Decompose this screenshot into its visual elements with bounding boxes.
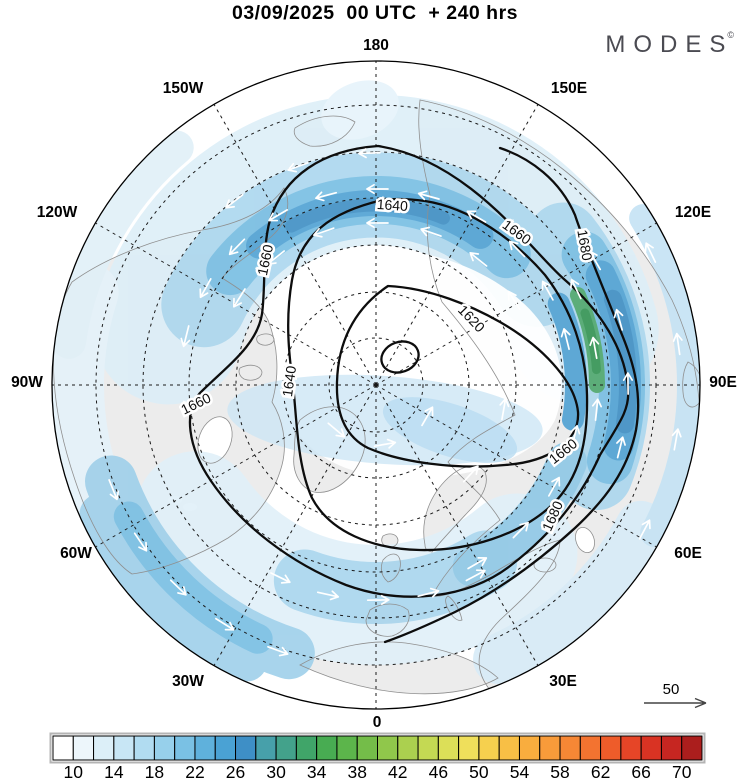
colorbar-cell <box>681 735 703 761</box>
colorbar-frame <box>49 732 706 764</box>
colorbar-tick-label: 18 <box>145 762 164 782</box>
colorbar-tick-label: 42 <box>388 762 407 782</box>
shading-band <box>629 204 700 547</box>
wind-reference-arrow-icon <box>644 697 707 709</box>
colorbar-cell <box>235 735 257 761</box>
page-title: 03/09/2025 00 UTC + 240 hrs <box>231 2 519 24</box>
coastlines <box>53 99 700 695</box>
colorbar-cell <box>316 735 338 761</box>
ring-label-0: 0 <box>373 714 382 731</box>
colorbar-tick-label: 26 <box>226 762 245 782</box>
shading-band <box>79 493 268 682</box>
colorbar-tick-label: 50 <box>469 762 489 782</box>
wind-reference: 50 <box>644 681 707 709</box>
colorbar-cell <box>559 735 581 761</box>
colorbar-cell <box>417 735 439 761</box>
colorbar-cell <box>214 735 237 761</box>
contour-1680 <box>383 146 640 644</box>
colorbar-cell <box>72 735 95 761</box>
shading-patch <box>321 80 399 140</box>
ring-label-120w: 120W <box>37 204 78 221</box>
colorbar-cell <box>52 735 74 761</box>
shading-band <box>52 130 194 359</box>
meridian-line <box>213 384 377 666</box>
ring-label-150e: 150E <box>551 80 587 97</box>
ring-label-90w: 90W <box>11 374 43 391</box>
caspian-sea <box>575 527 595 553</box>
colorbar-cell <box>458 735 480 761</box>
colorbar-cell <box>397 735 419 761</box>
ring-label-90e: 90E <box>709 374 737 391</box>
colorbar-tick-label: 70 <box>672 762 692 782</box>
colorbar-tick-label: 10 <box>64 762 84 782</box>
ring-label-30w: 30W <box>172 673 204 690</box>
colorbar: 10 14 18 22 26 30 34 38 42 46 50 54 58 62 66 70 <box>49 732 706 782</box>
meridian-line <box>375 104 539 386</box>
meridian-line <box>375 384 539 666</box>
colorbar-cell <box>93 735 115 761</box>
colorbar-cell <box>336 735 358 761</box>
colorbar-tick-label: 66 <box>631 762 650 782</box>
colorbar-tick-label: 38 <box>347 762 366 782</box>
contour-1660 <box>188 144 630 598</box>
hudson-bay <box>197 416 233 464</box>
ring-label-120e: 120E <box>675 204 711 221</box>
colorbar-cell <box>377 735 399 761</box>
latitude-circle <box>328 337 424 433</box>
trough-shading-core <box>382 397 518 463</box>
colorbar-cell <box>275 735 297 761</box>
colorbar-tick-label: 34 <box>307 762 327 782</box>
colorbar-tick-label: 46 <box>429 762 448 782</box>
colorbar-cell <box>255 735 277 761</box>
colorbar-cell <box>194 735 216 761</box>
ring-label-60w: 60W <box>60 545 92 562</box>
meridian-line <box>95 384 377 548</box>
colorbar-cell <box>579 735 602 761</box>
colorbar-cell <box>640 735 662 761</box>
height-contours <box>188 144 640 644</box>
latitude-circle <box>188 197 564 573</box>
colorbar-cell <box>153 735 176 761</box>
colorbar-tick-label: 58 <box>550 762 569 782</box>
map-interior <box>52 61 700 709</box>
ring-label-150w: 150W <box>163 80 204 97</box>
wind-reference-value: 50 <box>663 681 680 698</box>
colorbar-cell <box>660 735 683 761</box>
colorbar-cell <box>600 735 622 761</box>
modes-logo: MODES© <box>605 30 734 59</box>
ring-label-30e: 30E <box>549 673 577 690</box>
colorbar-cell <box>174 735 196 761</box>
colorbar-cell <box>478 735 500 761</box>
colorbar-tick-label: 62 <box>591 762 610 782</box>
colorbar-cell <box>539 735 561 761</box>
shading-band <box>473 500 666 685</box>
meridian-line <box>213 104 377 386</box>
ring-labels: 180 150W 150E 120W 120E 90W 90E 60W 60E … <box>11 37 737 731</box>
colorbar-cell <box>133 735 155 761</box>
contour-1640 <box>287 197 589 552</box>
colorbar-tick-label: 22 <box>185 762 204 782</box>
shading-band <box>547 292 587 431</box>
modes-logo-mark: © <box>727 30 734 40</box>
colorbar-cell <box>498 735 520 761</box>
colorbar-tick-label: 54 <box>510 762 530 782</box>
colorbar-tick-label: 30 <box>266 762 286 782</box>
contour-label-1640-top: 1640 <box>376 196 408 214</box>
colorbar-cell <box>437 735 460 761</box>
meridian-line <box>375 384 657 548</box>
colorbar-cell <box>518 735 541 761</box>
colorbar-cell <box>620 735 642 761</box>
contour-low-center <box>380 340 420 374</box>
contour-1620 <box>335 284 580 468</box>
colorbar-cell <box>295 735 318 761</box>
ring-label-60e: 60E <box>674 545 702 562</box>
colorbar-tick-label: 14 <box>104 762 124 782</box>
modes-logo-text: MODES <box>605 31 734 58</box>
colorbar-cell <box>113 735 135 761</box>
ring-label-180: 180 <box>363 37 389 54</box>
colorbar-cell <box>356 735 378 761</box>
map-boundary-circle <box>51 60 701 710</box>
